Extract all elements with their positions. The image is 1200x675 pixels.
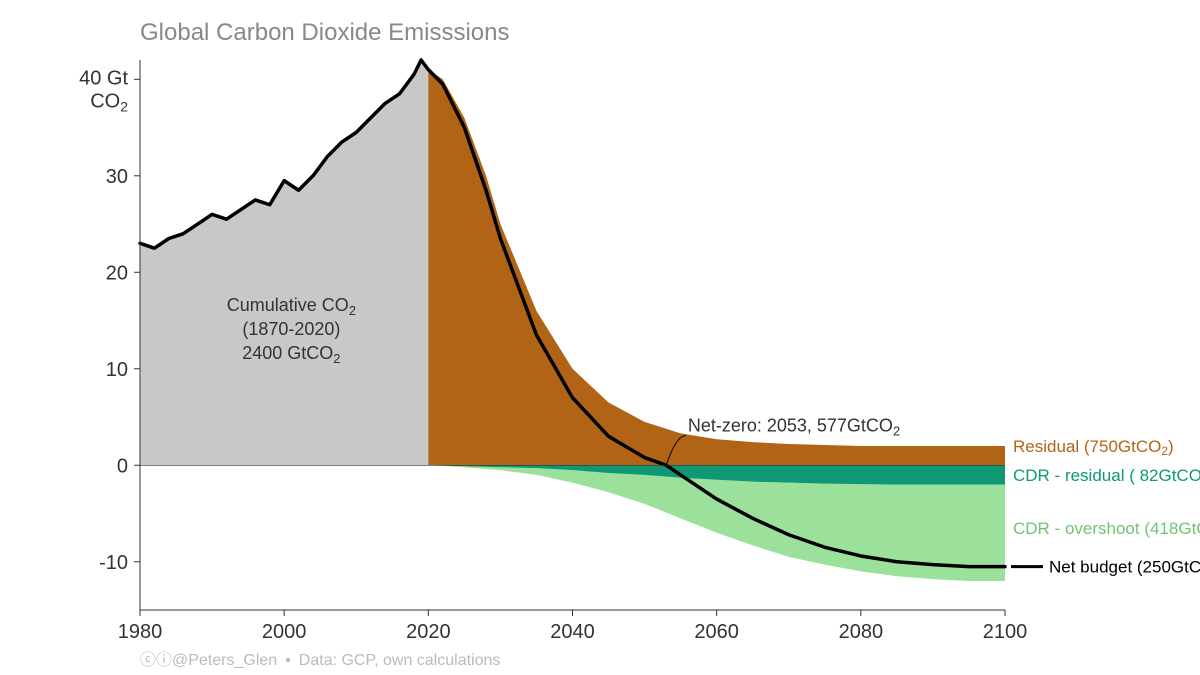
y-tick-label: 40 Gt: [79, 67, 128, 89]
legend-residual: Residual (750GtCO2): [1013, 437, 1174, 458]
annotation-netzero: Net-zero: 2053, 577GtCO2: [688, 415, 900, 438]
x-tick-label: 2080: [839, 621, 884, 643]
legend-cdr-overshoot: CDR - overshoot (418GtCO2): [1013, 519, 1200, 540]
legend-net-budget: Net budget (250GtCO2): [1049, 558, 1200, 579]
annotation-cumulative-line2: (1870-2020): [242, 319, 340, 339]
y-tick-label-unit: CO2: [90, 90, 128, 114]
chart-container: Global Carbon Dioxide Emisssions -10 0 10 20…: [0, 0, 1200, 675]
x-tick-label: 2060: [694, 621, 739, 643]
x-tick-label: 2020: [406, 621, 451, 643]
chart-title: Global Carbon Dioxide Emisssions: [140, 19, 510, 46]
x-tick-label: 1980: [118, 621, 163, 643]
area-residual: [428, 70, 1005, 466]
annotation-cumulative: Cumulative CO2: [227, 295, 356, 318]
area-historical: [140, 60, 428, 465]
x-tick-label: 2000: [262, 621, 307, 643]
x-tick-label: 2040: [550, 621, 595, 643]
emissions-chart: Global Carbon Dioxide Emisssions -10 0 10 20…: [0, 0, 1200, 675]
legend-cdr-residual: CDR - residual ( 82GtCO2): [1013, 466, 1200, 487]
annotation-cumulative-line3: 2400 GtCO2: [242, 343, 340, 366]
y-tick-label: 20: [106, 262, 128, 284]
y-tick-label: -10: [99, 552, 128, 574]
x-tick-label: 2100: [983, 621, 1028, 643]
y-tick-label: 0: [117, 455, 128, 477]
footer: ⓒⓘ@Peters_Glen•Data: GCP, own calculatio…: [140, 651, 500, 669]
y-tick-label: 30: [106, 166, 128, 188]
y-tick-label: 10: [106, 359, 128, 381]
